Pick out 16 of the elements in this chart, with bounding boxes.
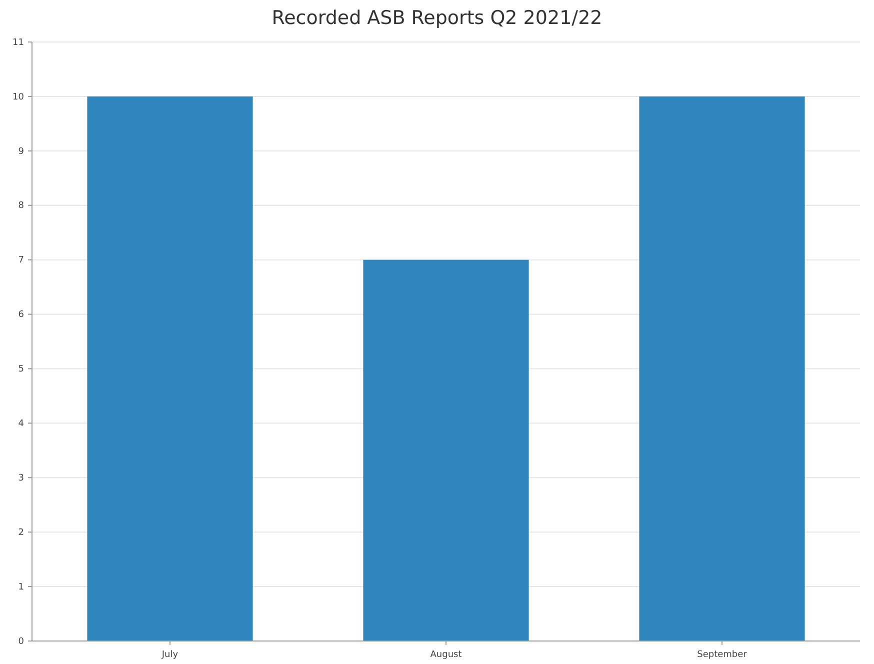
x-tick-label: September (697, 650, 748, 660)
y-tick-label: 5 (18, 364, 24, 375)
y-tick-label: 8 (18, 201, 24, 212)
y-tick-label: 0 (18, 636, 24, 647)
y-tick-label: 7 (18, 256, 24, 266)
y-tick-label: 11 (12, 38, 24, 48)
chart-title: Recorded ASB Reports Q2 2021/22 (272, 7, 602, 29)
y-tick-label: 9 (18, 146, 24, 157)
y-tick-label: 6 (18, 310, 24, 320)
y-tick-label: 1 (18, 582, 24, 592)
x-tick-label: August (430, 650, 462, 660)
y-tick-label: 10 (12, 92, 24, 102)
y-tick-label: 4 (18, 419, 24, 430)
y-tick-label: 2 (18, 528, 24, 538)
x-tick-label: July (160, 650, 179, 660)
y-tick-label: 3 (18, 474, 24, 484)
